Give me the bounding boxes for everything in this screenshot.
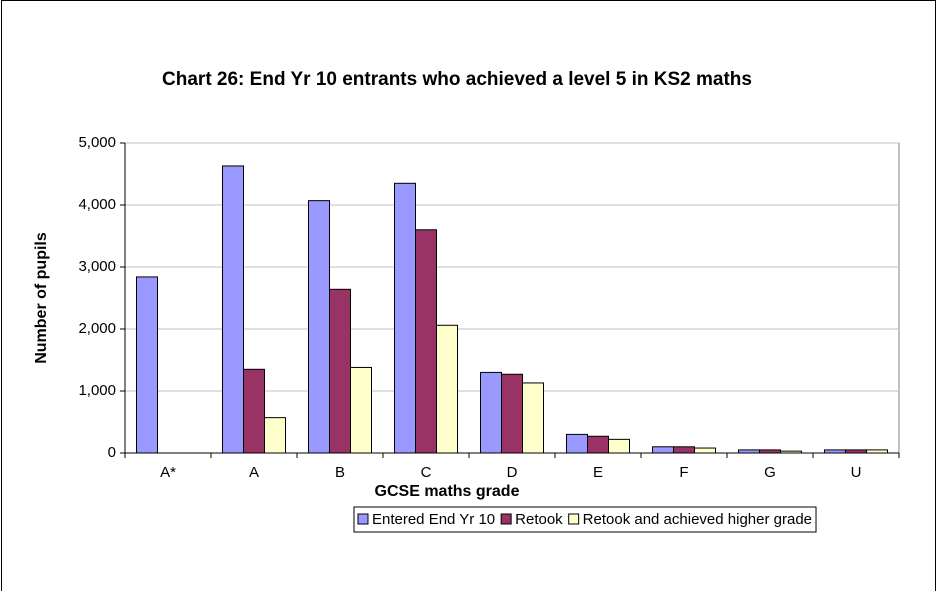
bar: [329, 288, 351, 454]
x-tick-label: D: [507, 464, 518, 481]
chart-title: Chart 26: End Yr 10 entrants who achieve…: [162, 69, 752, 90]
x-tick-label: E: [593, 464, 603, 481]
legend-swatch: [500, 513, 512, 525]
legend-label: Entered End Yr 10: [372, 511, 495, 528]
legend-label: Retook and achieved higher grade: [583, 511, 812, 528]
x-tick-label: F: [679, 464, 688, 481]
x-tick-label: A*: [160, 464, 176, 481]
bar: [587, 435, 609, 454]
bar: [522, 382, 544, 454]
bar: [436, 324, 458, 454]
bar: [501, 373, 523, 454]
bar: [136, 276, 158, 454]
bar: [566, 433, 588, 454]
bar: [608, 438, 630, 454]
y-tick-label: 4,000: [78, 196, 116, 213]
x-tick-label: C: [421, 464, 432, 481]
legend-label: Retook: [515, 511, 563, 528]
bar: [394, 182, 416, 454]
bar: [264, 417, 286, 454]
y-tick-label: 1,000: [78, 382, 116, 399]
bar: [308, 200, 330, 454]
y-tick-label: 3,000: [78, 258, 116, 275]
legend-box: [353, 506, 817, 533]
y-axis-label: Number of pupils: [33, 232, 50, 364]
x-tick-label: B: [335, 464, 345, 481]
y-tick-label: 2,000: [78, 320, 116, 337]
x-tick-label: U: [851, 464, 862, 481]
x-axis-label: GCSE maths grade: [375, 483, 520, 500]
x-tick-label: G: [764, 464, 776, 481]
bar: [673, 446, 695, 454]
bar: [222, 165, 244, 454]
y-tick-label: 0: [108, 444, 116, 461]
legend-swatch: [568, 513, 580, 525]
legend-swatch: [357, 513, 369, 525]
bar: [652, 446, 674, 454]
x-tick-label: A: [249, 464, 259, 481]
bar: [415, 229, 437, 454]
bar: [350, 366, 372, 454]
y-tick-label: 5,000: [78, 134, 116, 151]
bar: [243, 368, 265, 454]
bar: [480, 371, 502, 454]
bar: [694, 447, 716, 454]
